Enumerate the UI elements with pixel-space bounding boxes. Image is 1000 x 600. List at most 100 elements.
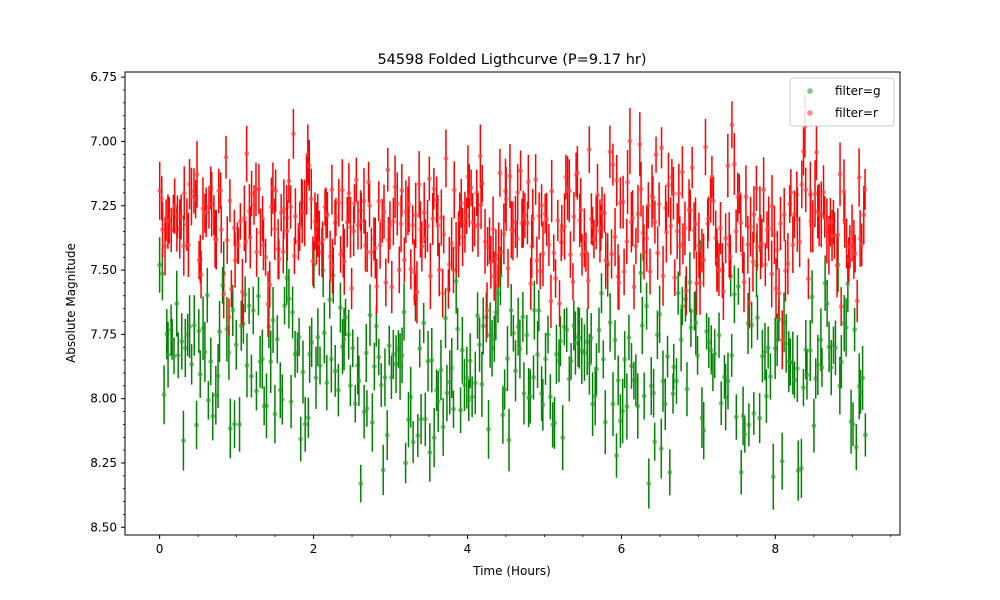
data-point — [591, 236, 597, 242]
data-point — [472, 380, 478, 386]
data-point — [748, 224, 753, 230]
data-point — [237, 421, 242, 427]
data-point — [640, 230, 646, 236]
data-point — [268, 359, 274, 365]
data-point — [860, 375, 865, 381]
data-point — [330, 273, 336, 278]
data-point — [333, 214, 339, 220]
data-point — [776, 290, 782, 296]
data-point — [185, 332, 191, 338]
data-point — [233, 342, 239, 348]
data-point — [792, 377, 797, 383]
data-point — [821, 189, 826, 195]
data-point — [844, 241, 849, 246]
data-point — [835, 232, 841, 238]
data-point — [763, 393, 769, 399]
data-point — [515, 190, 521, 195]
data-point — [668, 223, 674, 229]
data-point — [221, 291, 227, 297]
data-point — [647, 269, 653, 274]
data-point — [772, 232, 777, 238]
data-point — [562, 224, 567, 229]
data-point — [599, 290, 604, 296]
data-point — [614, 453, 619, 458]
data-point — [701, 257, 706, 263]
legend-marker-g — [807, 88, 813, 94]
data-point — [330, 263, 335, 269]
data-point — [490, 226, 496, 232]
data-point — [453, 278, 459, 284]
data-point — [695, 353, 700, 358]
data-point — [602, 210, 607, 216]
legend-label-g: filter=g — [835, 84, 881, 98]
data-point — [435, 223, 441, 229]
data-point — [731, 161, 737, 167]
data-point — [443, 315, 448, 321]
data-point — [759, 240, 765, 246]
data-point — [533, 177, 539, 182]
data-point — [660, 273, 666, 279]
data-point — [861, 212, 867, 218]
data-point — [633, 243, 639, 249]
data-point — [398, 221, 404, 227]
data-point — [510, 330, 516, 336]
data-point — [814, 149, 819, 155]
data-point — [160, 271, 165, 277]
data-point — [249, 373, 254, 379]
data-point — [397, 364, 403, 369]
data-point — [335, 387, 341, 393]
data-point — [765, 345, 771, 350]
data-point — [197, 256, 203, 262]
data-point — [607, 149, 613, 155]
data-point — [181, 243, 187, 249]
data-point — [280, 249, 286, 255]
data-point — [290, 310, 295, 315]
data-point — [627, 138, 633, 144]
y-tick-label: 7.25 — [90, 199, 117, 213]
data-point — [788, 190, 794, 196]
data-point — [540, 402, 546, 408]
data-point — [822, 214, 828, 220]
data-point — [203, 209, 209, 215]
data-point — [586, 147, 592, 152]
data-point — [288, 399, 294, 405]
data-point — [338, 305, 343, 311]
legend-marker-r — [807, 110, 813, 116]
data-point — [493, 310, 499, 315]
data-point — [361, 198, 367, 204]
data-point — [579, 252, 585, 258]
data-point — [732, 291, 737, 297]
data-point — [226, 314, 232, 320]
x-tick-label: 6 — [618, 542, 626, 556]
data-point — [449, 365, 455, 371]
data-point — [525, 179, 531, 185]
data-point — [306, 163, 312, 168]
data-point — [536, 308, 542, 313]
data-point — [197, 371, 203, 377]
data-point — [808, 218, 814, 224]
data-point — [382, 375, 388, 380]
data-point — [266, 324, 272, 330]
data-point — [292, 253, 297, 259]
data-point — [449, 241, 455, 247]
data-point — [747, 300, 752, 306]
data-point — [223, 154, 229, 160]
data-point — [477, 153, 483, 159]
data-point — [495, 291, 501, 296]
data-point — [349, 286, 355, 291]
data-point — [666, 182, 671, 188]
data-point — [401, 257, 407, 263]
data-point — [358, 481, 364, 486]
data-point — [553, 276, 558, 281]
data-point — [651, 390, 656, 396]
data-point — [824, 301, 830, 306]
data-point — [250, 308, 256, 313]
data-point — [594, 366, 599, 372]
data-point — [224, 237, 230, 243]
data-point — [392, 184, 398, 190]
data-point — [852, 251, 858, 256]
data-point — [554, 351, 559, 357]
data-point — [547, 394, 553, 400]
data-point — [573, 340, 578, 346]
data-point — [854, 298, 860, 304]
